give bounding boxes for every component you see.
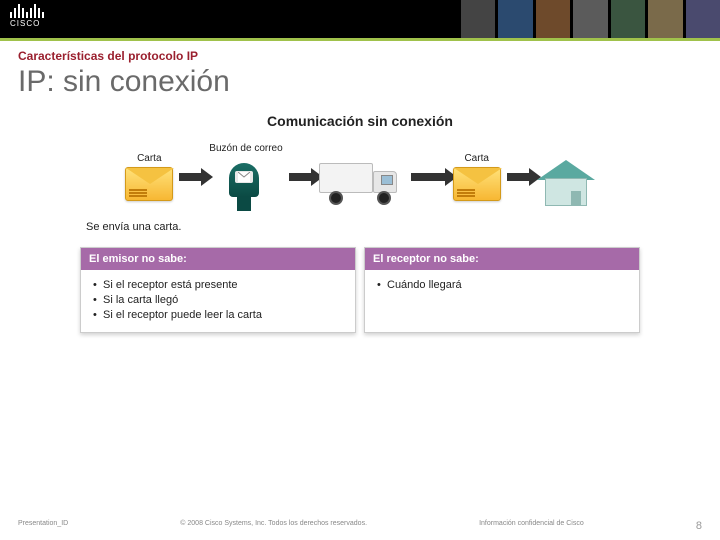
letter-2: Carta — [453, 153, 501, 201]
top-banner: CISCO — [0, 0, 720, 38]
footer-left: Presentation_ID — [18, 520, 68, 532]
envelope-icon — [453, 167, 501, 201]
spacer — [360, 145, 363, 156]
logo-text: CISCO — [10, 19, 44, 28]
slide-title: IP: sin conexión — [18, 65, 702, 99]
info-panels: El emisor no sabe: Si el receptor está p… — [80, 247, 640, 333]
list-item: Si el receptor está presente — [89, 279, 347, 291]
spacer — [564, 146, 567, 157]
slide-content: Características del protocolo IP IP: sin… — [0, 41, 720, 333]
truck — [319, 145, 405, 209]
sender-panel-body: Si el receptor está presente Si la carta… — [81, 270, 355, 332]
receiver-panel: El receptor no sabe: Cuándo llegará — [364, 247, 640, 333]
logo-bars-icon — [10, 4, 44, 18]
kicker-text: Características del protocolo IP — [18, 49, 702, 63]
mailbox-icon — [223, 157, 269, 211]
arrow-icon — [289, 173, 313, 181]
arrow-icon — [411, 173, 447, 181]
slide-footer: Presentation_ID © 2008 Cisco Systems, In… — [0, 520, 720, 532]
arrow-icon — [507, 173, 531, 181]
diagram-heading: Comunicación sin conexión — [80, 113, 640, 129]
mailbox-label: Buzón de correo — [209, 143, 282, 154]
sender-panel: El emisor no sabe: Si el receptor está p… — [80, 247, 356, 333]
receiver-panel-title: El receptor no sabe: — [365, 248, 639, 270]
letter-1-label: Carta — [137, 153, 161, 164]
receiver-panel-body: Cuándo llegará — [365, 270, 639, 302]
list-item: Si el receptor puede leer la carta — [89, 309, 347, 321]
footer-right: Información confidencial de Cisco — [479, 520, 584, 532]
list-item: Si la carta llegó — [89, 294, 347, 306]
truck-icon — [319, 159, 405, 209]
list-item: Cuándo llegará — [373, 279, 631, 291]
sender-panel-title: El emisor no sabe: — [81, 248, 355, 270]
envelope-icon — [125, 167, 173, 201]
cisco-logo: CISCO — [10, 4, 44, 28]
banner-photos — [460, 0, 720, 38]
arrow-icon — [179, 173, 203, 181]
diagram-caption: Se envía una carta. — [86, 221, 640, 233]
mailbox: Buzón de correo — [209, 143, 282, 211]
house — [537, 146, 595, 208]
letter-1: Carta — [125, 153, 173, 201]
diagram-area: Comunicación sin conexión Carta Buzón de… — [80, 113, 640, 333]
page-number: 8 — [696, 520, 702, 532]
diagram-row: Carta Buzón de correo — [80, 143, 640, 211]
letter-2-label: Carta — [464, 153, 488, 164]
house-icon — [537, 160, 595, 208]
footer-center: © 2008 Cisco Systems, Inc. Todos los der… — [180, 520, 367, 532]
